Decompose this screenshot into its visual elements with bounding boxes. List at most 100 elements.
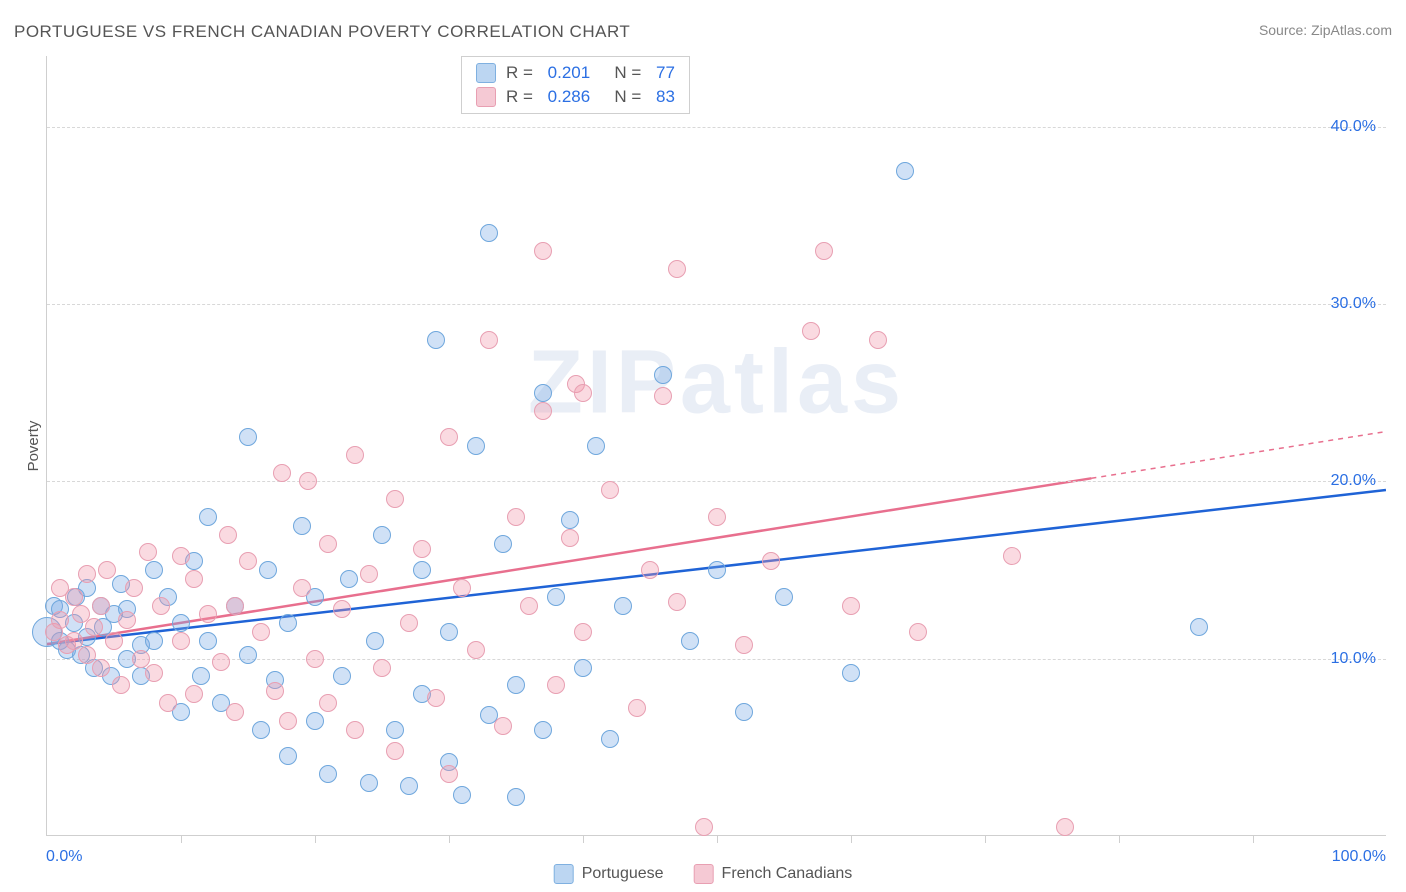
data-point-french — [159, 694, 177, 712]
data-point-french — [279, 712, 297, 730]
n-value: 77 — [656, 63, 675, 83]
data-point-french — [386, 490, 404, 508]
data-point-french — [507, 508, 525, 526]
data-point-portuguese — [453, 786, 471, 804]
data-point-french — [212, 653, 230, 671]
data-point-portuguese — [239, 428, 257, 446]
correlation-legend: R = 0.201 N = 77R = 0.286 N = 83 — [461, 56, 690, 114]
source-link[interactable]: ZipAtlas.com — [1311, 22, 1392, 38]
data-point-french — [78, 565, 96, 583]
data-point-french — [695, 818, 713, 836]
data-point-portuguese — [319, 765, 337, 783]
data-point-french — [386, 742, 404, 760]
data-point-portuguese — [654, 366, 672, 384]
legend-swatch-french — [694, 864, 714, 884]
data-point-french — [226, 703, 244, 721]
data-point-french — [547, 676, 565, 694]
r-value: 0.201 — [548, 63, 591, 83]
legend-item-portuguese: Portuguese — [554, 864, 664, 884]
data-point-portuguese — [735, 703, 753, 721]
y-tick-label: 20.0% — [1331, 472, 1376, 490]
data-point-portuguese — [252, 721, 270, 739]
data-point-portuguese — [440, 623, 458, 641]
data-point-portuguese — [427, 331, 445, 349]
data-point-french — [373, 659, 391, 677]
data-point-french — [628, 699, 646, 717]
data-point-portuguese — [279, 614, 297, 632]
data-point-french — [654, 387, 672, 405]
series-legend: Portuguese French Canadians — [554, 864, 853, 884]
data-point-french — [92, 659, 110, 677]
chart-plot-area: ZIPatlas R = 0.201 N = 77R = 0.286 N = 8… — [46, 56, 1386, 836]
data-point-french — [199, 605, 217, 623]
data-point-french — [494, 717, 512, 735]
data-point-french — [413, 540, 431, 558]
data-point-french — [85, 618, 103, 636]
data-point-portuguese — [507, 788, 525, 806]
data-point-french — [641, 561, 659, 579]
data-point-french — [762, 552, 780, 570]
data-point-french — [480, 331, 498, 349]
data-point-french — [226, 597, 244, 615]
data-point-french — [735, 636, 753, 654]
data-point-french — [299, 472, 317, 490]
data-point-french — [333, 600, 351, 618]
legend-label-french: French Canadians — [722, 865, 853, 882]
data-point-french — [239, 552, 257, 570]
y-tick-label: 40.0% — [1331, 118, 1376, 136]
data-point-portuguese — [561, 511, 579, 529]
data-point-french — [65, 632, 83, 650]
x-tick — [985, 835, 986, 843]
data-point-portuguese — [293, 517, 311, 535]
data-point-portuguese — [896, 162, 914, 180]
data-point-french — [440, 765, 458, 783]
r-legend-row-french: R = 0.286 N = 83 — [462, 85, 689, 109]
data-point-french — [273, 464, 291, 482]
data-point-french — [427, 689, 445, 707]
data-point-portuguese — [534, 384, 552, 402]
data-point-portuguese — [239, 646, 257, 664]
data-point-portuguese — [340, 570, 358, 588]
data-point-french — [98, 561, 116, 579]
data-point-french — [802, 322, 820, 340]
data-point-french — [346, 446, 364, 464]
data-point-portuguese — [842, 664, 860, 682]
data-point-french — [219, 526, 237, 544]
data-point-portuguese — [145, 632, 163, 650]
data-point-french — [92, 597, 110, 615]
data-point-french — [346, 721, 364, 739]
data-point-portuguese — [480, 224, 498, 242]
trendline-french-projected — [1091, 432, 1386, 479]
data-point-french — [112, 676, 130, 694]
x-min-label: 0.0% — [46, 848, 82, 866]
data-point-french — [293, 579, 311, 597]
data-point-french — [561, 529, 579, 547]
data-point-portuguese — [192, 667, 210, 685]
data-point-french — [185, 685, 203, 703]
legend-swatch-portuguese — [554, 864, 574, 884]
data-point-french — [172, 632, 190, 650]
data-point-french — [574, 623, 592, 641]
n-label: N = — [600, 87, 646, 107]
data-point-french — [440, 428, 458, 446]
legend-item-french: French Canadians — [694, 864, 853, 884]
data-point-french — [668, 260, 686, 278]
data-point-portuguese — [199, 508, 217, 526]
data-point-portuguese — [386, 721, 404, 739]
source-prefix: Source: — [1259, 22, 1311, 38]
data-point-french — [534, 402, 552, 420]
data-point-portuguese — [172, 614, 190, 632]
data-point-french — [360, 565, 378, 583]
data-point-portuguese — [494, 535, 512, 553]
data-point-french — [319, 535, 337, 553]
y-tick-label: 10.0% — [1331, 650, 1376, 668]
data-point-french — [152, 597, 170, 615]
data-point-french — [185, 570, 203, 588]
legend-label-portuguese: Portuguese — [582, 865, 664, 882]
data-point-french — [909, 623, 927, 641]
data-point-french — [118, 611, 136, 629]
x-tick — [449, 835, 450, 843]
data-point-portuguese — [708, 561, 726, 579]
x-tick — [717, 835, 718, 843]
data-point-portuguese — [681, 632, 699, 650]
